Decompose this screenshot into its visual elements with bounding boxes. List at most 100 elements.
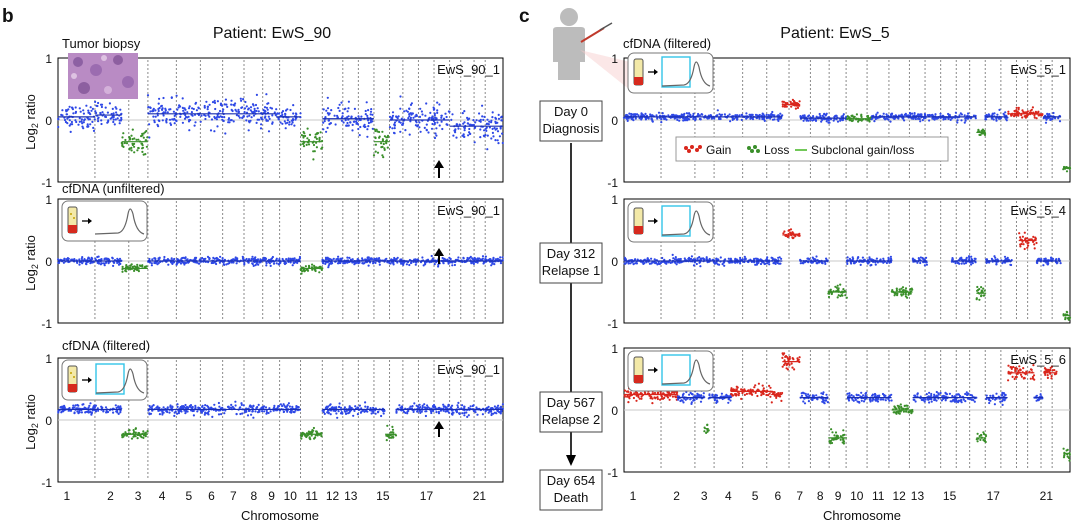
- data-point: [66, 117, 69, 120]
- data-point: [312, 158, 315, 161]
- data-point: [232, 261, 235, 264]
- data-point: [301, 431, 304, 434]
- data-point: [475, 119, 478, 122]
- data-point: [969, 261, 972, 264]
- data-point: [1058, 120, 1062, 123]
- data-point: [754, 113, 758, 116]
- data-point: [488, 126, 491, 129]
- data-point: [265, 262, 268, 265]
- data-point: [683, 112, 686, 115]
- data-point: [476, 258, 479, 261]
- data-point: [630, 112, 633, 116]
- data-point: [106, 410, 110, 414]
- data-point: [206, 255, 210, 258]
- data-point: [728, 113, 731, 116]
- data-point: [453, 263, 456, 267]
- data-point: [132, 430, 136, 434]
- data-point: [364, 125, 367, 128]
- data-point: [671, 395, 675, 398]
- data-point: [233, 104, 236, 107]
- data-point: [235, 114, 238, 117]
- data-point: [426, 404, 429, 407]
- data-point: [388, 126, 392, 129]
- data-point: [754, 384, 757, 387]
- data-point: [824, 262, 827, 265]
- data-point: [925, 263, 929, 266]
- data-point: [442, 409, 445, 412]
- data-point: [135, 138, 138, 141]
- data-point: [771, 390, 774, 393]
- data-point: [430, 254, 433, 258]
- data-point: [735, 114, 739, 117]
- data-point: [322, 108, 325, 111]
- data-point: [711, 393, 714, 396]
- data-point: [898, 288, 901, 291]
- data-point: [237, 110, 241, 113]
- data-point: [462, 122, 465, 125]
- data-point: [851, 256, 854, 259]
- b-t1-ytick-1: 1: [45, 52, 52, 66]
- data-point: [875, 257, 879, 260]
- data-point: [966, 117, 970, 120]
- data-point: [121, 265, 124, 268]
- data-point: [958, 114, 961, 117]
- data-point: [735, 394, 738, 397]
- timeline-day-1: Day 0: [554, 104, 588, 119]
- x-tick-label: 15: [376, 489, 390, 503]
- data-point: [701, 113, 704, 116]
- data-point: [753, 386, 756, 389]
- data-point: [121, 142, 124, 145]
- data-point: [499, 406, 502, 409]
- data-point: [983, 129, 986, 133]
- data-point: [356, 123, 360, 126]
- data-point: [283, 410, 286, 413]
- data-point: [482, 118, 485, 121]
- data-point: [408, 115, 411, 118]
- data-point: [76, 410, 79, 413]
- data-point: [1031, 106, 1034, 109]
- data-point: [136, 437, 139, 440]
- data-point: [408, 133, 411, 136]
- data-point: [783, 230, 786, 233]
- data-point: [146, 94, 150, 97]
- data-point: [415, 113, 418, 116]
- data-point: [322, 121, 325, 124]
- data-point: [336, 262, 340, 265]
- data-point: [151, 405, 154, 408]
- data-point: [118, 122, 121, 125]
- data-point: [778, 262, 781, 265]
- data-point: [799, 115, 802, 118]
- data-point: [184, 403, 187, 407]
- x-tick-label: 5: [185, 489, 192, 503]
- data-point: [432, 108, 435, 111]
- data-point: [900, 294, 903, 297]
- data-point: [399, 130, 402, 133]
- data-point: [95, 111, 98, 115]
- data-point: [376, 151, 380, 154]
- data-point: [196, 410, 199, 413]
- data-point: [734, 258, 737, 261]
- data-point: [229, 119, 232, 122]
- data-point: [130, 263, 133, 266]
- data-point: [463, 129, 466, 132]
- data-point: [291, 405, 294, 408]
- data-point: [272, 262, 276, 265]
- data-point: [261, 410, 264, 413]
- data-point: [78, 107, 81, 110]
- data-point: [435, 134, 438, 137]
- data-point: [246, 115, 249, 118]
- data-point: [189, 404, 193, 407]
- data-point: [1050, 257, 1053, 260]
- data-point: [92, 261, 95, 264]
- data-point: [486, 134, 489, 137]
- data-point: [94, 110, 97, 113]
- data-point: [468, 117, 471, 120]
- x-tick-label: 9: [268, 489, 275, 503]
- data-point: [80, 411, 83, 414]
- data-point: [1064, 316, 1067, 319]
- data-point: [141, 265, 144, 268]
- data-point: [72, 404, 75, 407]
- data-point: [240, 99, 243, 102]
- data-point: [731, 117, 734, 120]
- data-point: [111, 107, 114, 110]
